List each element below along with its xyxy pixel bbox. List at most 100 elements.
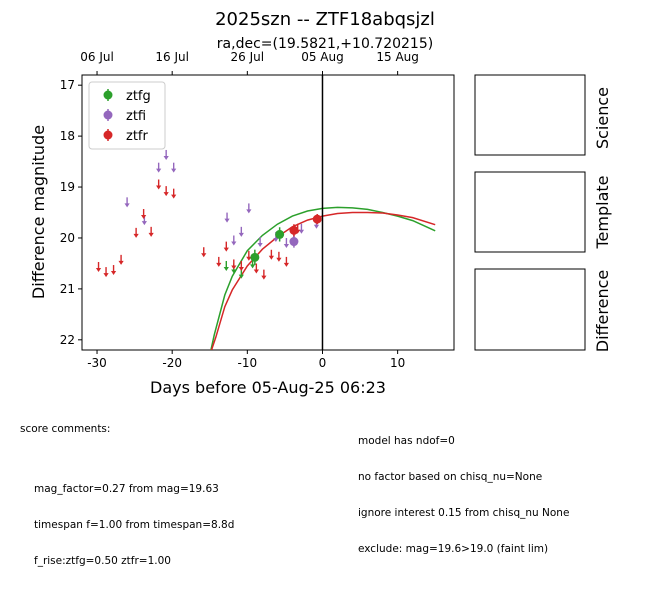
y-tick-label: 21 bbox=[60, 282, 75, 296]
upper-limit-arrowhead bbox=[156, 168, 162, 173]
science-panel bbox=[474, 74, 586, 156]
detection-ztfr bbox=[312, 214, 322, 225]
data-point bbox=[289, 237, 299, 247]
detection-ztfg bbox=[250, 249, 260, 265]
upper-limit-ztfg bbox=[223, 260, 229, 271]
legend-marker bbox=[103, 110, 113, 120]
upper-limit-ztfr bbox=[110, 265, 117, 276]
difference-panel bbox=[474, 268, 586, 351]
upper-limit-arrowhead bbox=[216, 262, 222, 267]
template-panel-label: Template bbox=[593, 175, 612, 249]
detection-ztfr bbox=[289, 224, 299, 237]
upper-limit-ztfi bbox=[156, 162, 162, 173]
upper-limit-ztfi bbox=[224, 212, 230, 223]
upper-limit-ztfr bbox=[118, 254, 124, 265]
top-tick-label: 26 Jul bbox=[231, 50, 265, 64]
upper-limit-ztfr bbox=[283, 256, 290, 267]
upper-limit-ztfr bbox=[231, 259, 237, 270]
difference-panel-label: Difference bbox=[593, 270, 612, 352]
upper-limit-ztfr bbox=[163, 186, 169, 197]
upper-limit-ztfr bbox=[156, 179, 162, 190]
science-panel-label: Science bbox=[593, 87, 612, 149]
score-comment-line: timespan f=1.00 from timespan=8.8d bbox=[34, 519, 235, 531]
upper-limit-arrowhead bbox=[231, 265, 237, 270]
upper-limit-arrowhead bbox=[223, 266, 229, 271]
x-tick-label: 0 bbox=[319, 356, 327, 370]
data-point bbox=[250, 252, 260, 262]
upper-limit-ztfr bbox=[261, 269, 267, 280]
upper-limit-ztfr bbox=[246, 250, 252, 261]
upper-limit-arrowhead bbox=[273, 237, 279, 242]
upper-limit-ztfi bbox=[231, 235, 237, 246]
plot-area bbox=[81, 74, 455, 351]
y-tick-label: 18 bbox=[60, 129, 75, 143]
upper-limit-ztfi bbox=[163, 149, 169, 160]
model-comment-line: exclude: mag=19.6>19.0 (faint lim) bbox=[358, 543, 549, 555]
upper-limit-arrowhead bbox=[257, 243, 263, 248]
upper-limit-arrowhead bbox=[246, 209, 252, 214]
upper-limit-arrowhead bbox=[163, 155, 169, 160]
detection-ztfg bbox=[275, 227, 285, 242]
upper-limit-arrowhead bbox=[156, 185, 162, 190]
upper-limit-ztfr bbox=[276, 251, 282, 262]
upper-limit-ztfr bbox=[95, 261, 102, 272]
x-tick-label: -20 bbox=[162, 356, 182, 370]
upper-limit-arrowhead bbox=[238, 274, 244, 279]
upper-limit-arrowhead bbox=[171, 194, 177, 199]
upper-limit-ztfr bbox=[216, 256, 222, 267]
upper-limit-ztfi bbox=[124, 197, 130, 208]
legend-label: ztfr bbox=[126, 129, 148, 144]
upper-limit-arrowhead bbox=[163, 192, 169, 197]
upper-limit-arrowhead bbox=[141, 221, 147, 226]
figure-title: 2025szn -- ZTF18abqsjzl bbox=[215, 9, 435, 30]
score-comment-line: f_rise:ztfg=0.50 ztfr=1.00 bbox=[34, 555, 171, 567]
model-comment-line: model has ndof=0 bbox=[358, 435, 455, 447]
legend: ztfg ztfi ztfr bbox=[88, 81, 166, 150]
upper-limit-arrowhead bbox=[103, 273, 109, 278]
score-comments-header: score comments: bbox=[20, 423, 111, 435]
upper-limit-ztfi bbox=[283, 238, 290, 249]
data-point bbox=[289, 225, 299, 235]
detection-ztfi bbox=[289, 235, 299, 248]
upper-limit-arrowhead bbox=[110, 271, 117, 276]
upper-limit-arrowhead bbox=[313, 224, 320, 229]
legend-label: ztfg bbox=[126, 89, 151, 104]
upper-limit-ztfr bbox=[141, 209, 147, 220]
upper-limit-arrowhead bbox=[261, 275, 267, 280]
legend-label: ztfi bbox=[126, 109, 146, 124]
upper-limit-arrowhead bbox=[95, 267, 102, 272]
score-comment-line: mag_factor=0.27 from mag=19.63 bbox=[34, 483, 219, 495]
score-comments: score comments: mag_factor=0.27 from mag… bbox=[20, 399, 234, 603]
legend-marker bbox=[103, 130, 113, 140]
upper-limit-arrowhead bbox=[231, 241, 237, 246]
upper-limit-arrowhead bbox=[283, 262, 290, 267]
upper-limit-ztfr bbox=[133, 227, 139, 238]
upper-limit-arrowhead bbox=[148, 232, 154, 237]
figure-subtitle: ra,dec=(19.5821,+10.720215) bbox=[217, 36, 433, 52]
data-point bbox=[312, 214, 322, 224]
axes-ticks: -30 -20 -10 0 10 17 18 19 20 21 22 06 Jul 16 Jul 26 J… bbox=[60, 50, 419, 370]
template-panel bbox=[474, 171, 586, 253]
y-tick-label: 19 bbox=[60, 180, 75, 194]
model-curve-ztfr bbox=[210, 211, 436, 350]
upper-limit-arrowhead bbox=[171, 168, 177, 173]
upper-limit-arrowhead bbox=[298, 229, 305, 234]
model-comment-line: no factor based on chisq_nu=None bbox=[358, 471, 543, 483]
top-tick-label: 16 Jul bbox=[155, 50, 189, 64]
upper-limit-ztfr bbox=[148, 226, 154, 237]
upper-limit-arrowhead bbox=[231, 269, 237, 274]
upper-limit-arrowhead bbox=[238, 266, 244, 271]
upper-limit-ztfr bbox=[268, 249, 274, 260]
x-tick-label: 10 bbox=[390, 356, 405, 370]
upper-limit-arrowhead bbox=[141, 215, 147, 220]
upper-limit-ztfr bbox=[103, 267, 109, 278]
upper-limit-ztfi bbox=[257, 237, 263, 248]
upper-limit-ztfi bbox=[238, 226, 244, 237]
legend-entry-ztfi: ztfi bbox=[103, 109, 146, 124]
y-axis-label: Difference magnitude bbox=[29, 125, 48, 299]
lightcurve-figure: 2025szn -- ZTF18abqsjzl ra,dec=(19.5821,… bbox=[29, 9, 612, 397]
y-tick-label: 17 bbox=[60, 78, 75, 92]
x-axis-label: Days before 05-Aug-25 06:23 bbox=[150, 378, 386, 397]
data-point bbox=[275, 229, 285, 239]
legend-entry-ztfg: ztfg bbox=[103, 89, 151, 104]
